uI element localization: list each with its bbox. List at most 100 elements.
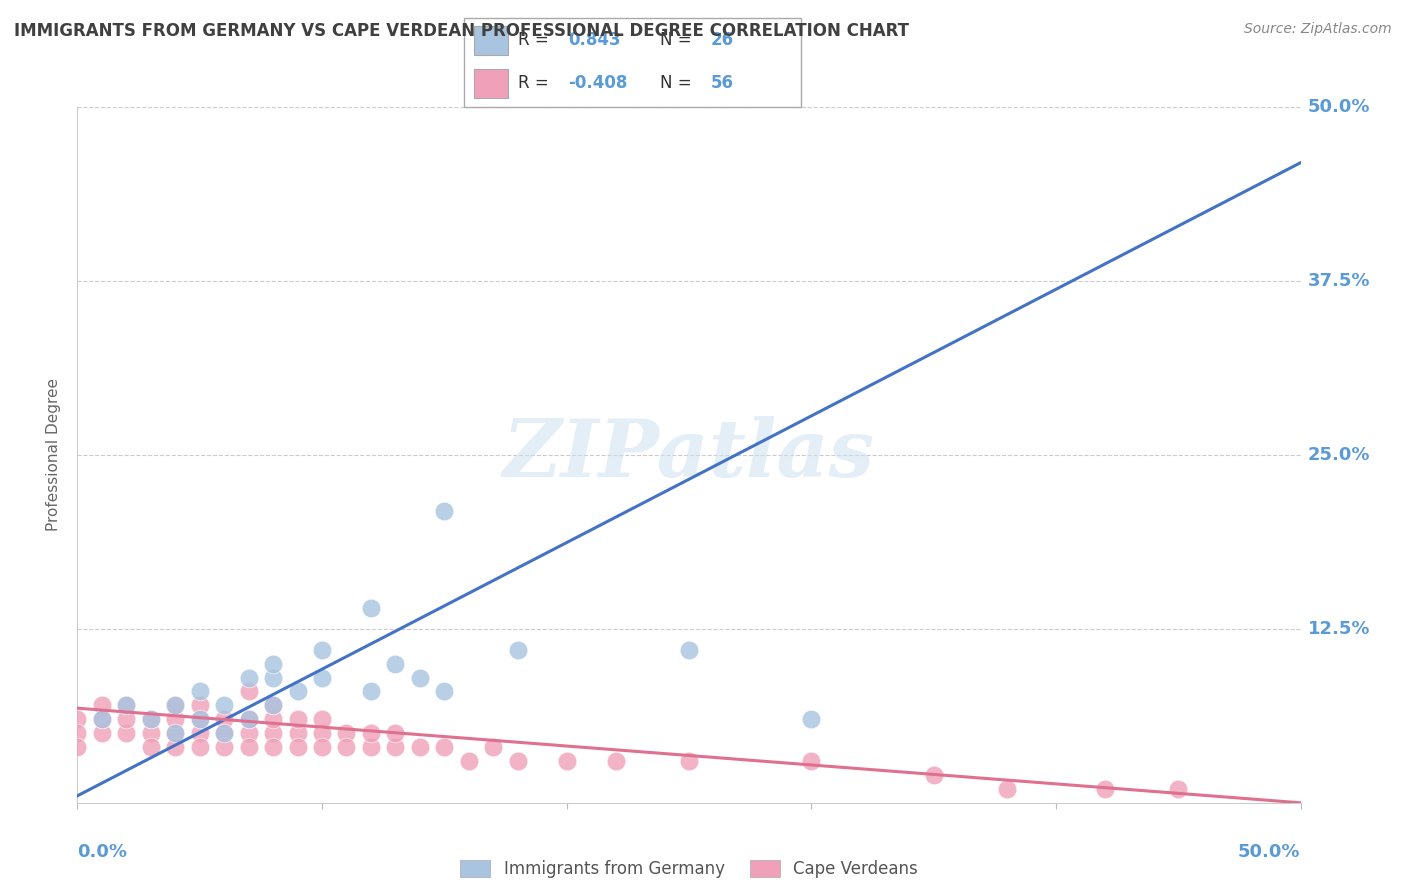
Text: 0.843: 0.843 — [568, 31, 621, 49]
Point — [360, 684, 382, 698]
Point — [188, 684, 211, 698]
Point — [311, 726, 333, 740]
Point — [287, 740, 309, 755]
Point — [800, 754, 823, 768]
Point — [995, 781, 1018, 796]
Point — [212, 740, 235, 755]
Point — [212, 726, 235, 740]
Point — [188, 698, 211, 713]
Point — [90, 712, 112, 726]
Point — [165, 726, 187, 740]
Text: 12.5%: 12.5% — [1308, 620, 1369, 638]
Text: 25.0%: 25.0% — [1308, 446, 1369, 464]
Text: ZIPatlas: ZIPatlas — [503, 417, 875, 493]
Point — [409, 740, 432, 755]
Point — [678, 642, 700, 657]
Point — [238, 684, 260, 698]
Text: 37.5%: 37.5% — [1308, 272, 1369, 290]
Point — [360, 726, 382, 740]
Point — [212, 726, 235, 740]
Point — [678, 754, 700, 768]
Text: Source: ZipAtlas.com: Source: ZipAtlas.com — [1244, 22, 1392, 37]
Point — [262, 671, 284, 685]
FancyBboxPatch shape — [474, 26, 508, 55]
Legend: Immigrants from Germany, Cape Verdeans: Immigrants from Germany, Cape Verdeans — [454, 854, 924, 885]
Point — [139, 740, 162, 755]
Point — [165, 726, 187, 740]
Text: 50.0%: 50.0% — [1308, 98, 1369, 116]
Point — [1167, 781, 1189, 796]
Point — [165, 740, 187, 755]
Point — [384, 657, 406, 671]
Point — [287, 726, 309, 740]
Point — [482, 740, 505, 755]
Point — [433, 684, 456, 698]
FancyBboxPatch shape — [474, 69, 508, 98]
Point — [506, 642, 529, 657]
Point — [262, 726, 284, 740]
Point — [66, 726, 89, 740]
Point — [1094, 781, 1116, 796]
Text: R =: R = — [517, 31, 548, 49]
Point — [262, 712, 284, 726]
FancyBboxPatch shape — [464, 18, 801, 107]
Point — [238, 740, 260, 755]
Point — [115, 698, 138, 713]
Point — [555, 754, 578, 768]
Point — [139, 712, 162, 726]
Point — [384, 740, 406, 755]
Point — [139, 712, 162, 726]
Point — [188, 712, 211, 726]
Point — [115, 712, 138, 726]
Point — [922, 768, 945, 782]
Point — [238, 712, 260, 726]
Text: 50.0%: 50.0% — [1239, 843, 1301, 861]
Point — [287, 712, 309, 726]
Point — [433, 503, 456, 517]
Text: R =: R = — [517, 74, 548, 92]
Point — [409, 671, 432, 685]
Point — [262, 698, 284, 713]
Point — [335, 726, 357, 740]
Point — [311, 712, 333, 726]
Point — [90, 698, 112, 713]
Text: 0.0%: 0.0% — [77, 843, 128, 861]
Point — [262, 657, 284, 671]
Point — [262, 740, 284, 755]
Text: 56: 56 — [710, 74, 734, 92]
Text: N =: N = — [659, 74, 692, 92]
Point — [188, 726, 211, 740]
Point — [287, 684, 309, 698]
Point — [139, 726, 162, 740]
Point — [457, 754, 479, 768]
Point — [66, 712, 89, 726]
Point — [238, 671, 260, 685]
Point — [800, 712, 823, 726]
Point — [165, 698, 187, 713]
Point — [311, 740, 333, 755]
Point — [165, 712, 187, 726]
Point — [506, 754, 529, 768]
Point — [188, 740, 211, 755]
Point — [238, 726, 260, 740]
Point — [212, 712, 235, 726]
Point — [212, 698, 235, 713]
Point — [335, 740, 357, 755]
Point — [360, 740, 382, 755]
Point — [66, 740, 89, 755]
Point — [262, 698, 284, 713]
Text: -0.408: -0.408 — [568, 74, 628, 92]
Point — [433, 740, 456, 755]
Text: IMMIGRANTS FROM GERMANY VS CAPE VERDEAN PROFESSIONAL DEGREE CORRELATION CHART: IMMIGRANTS FROM GERMANY VS CAPE VERDEAN … — [14, 22, 910, 40]
Text: 26: 26 — [710, 31, 734, 49]
Point — [360, 601, 382, 615]
Point — [165, 698, 187, 713]
Point — [384, 726, 406, 740]
Point — [90, 712, 112, 726]
Point — [311, 642, 333, 657]
Point — [605, 754, 627, 768]
Point — [115, 726, 138, 740]
Text: N =: N = — [659, 31, 692, 49]
Point — [238, 712, 260, 726]
Y-axis label: Professional Degree: Professional Degree — [46, 378, 62, 532]
